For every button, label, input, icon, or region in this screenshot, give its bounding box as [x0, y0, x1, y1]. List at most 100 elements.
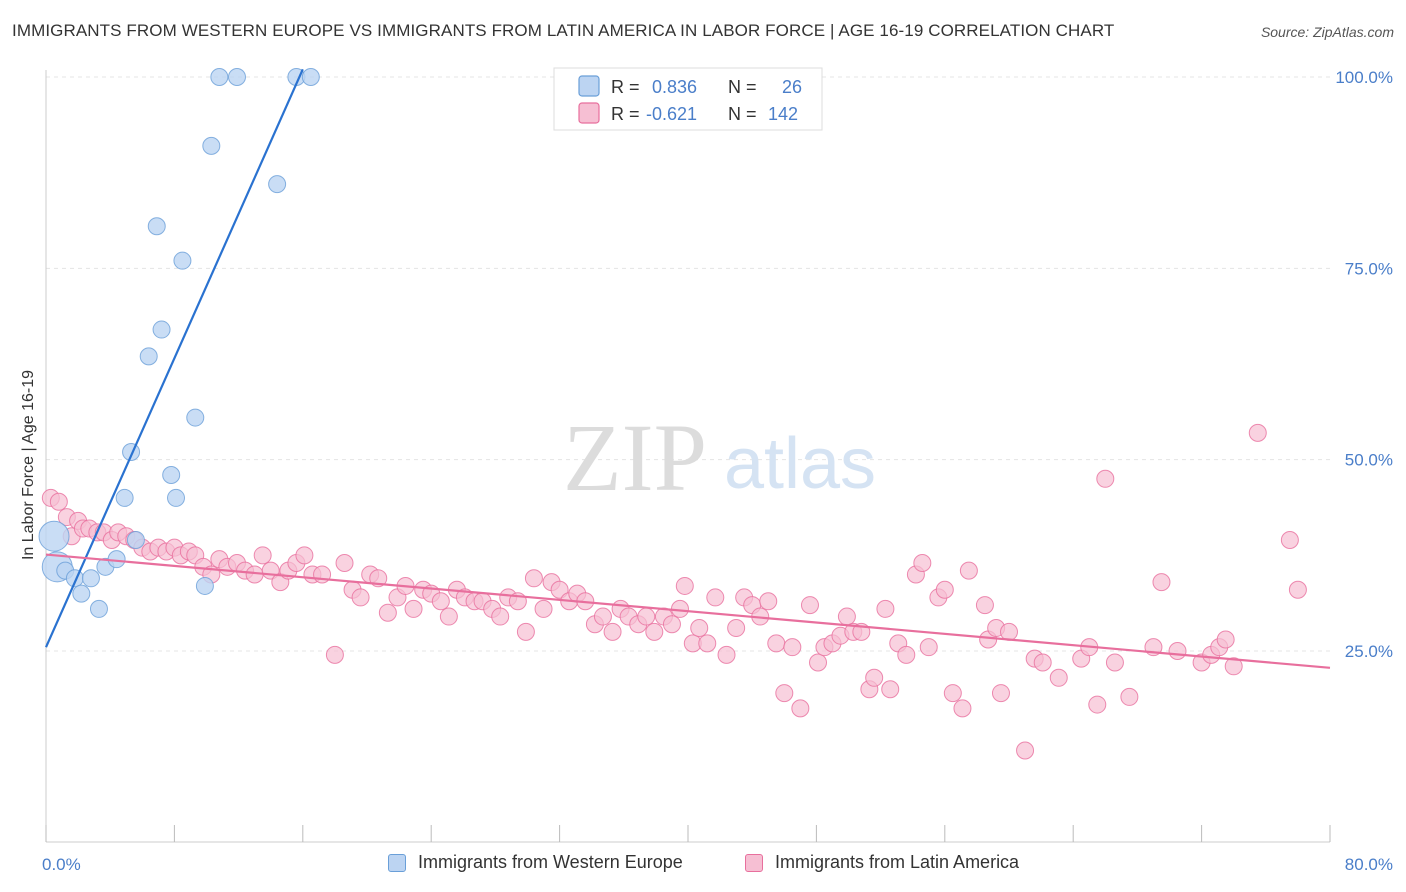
latin-america-point-91: [791, 699, 810, 718]
legend-swatch-pink: [578, 102, 600, 124]
latin-america-point-92: [800, 596, 819, 615]
latin-america-point-126: [1096, 469, 1115, 488]
latin-america-point-88: [767, 634, 786, 653]
latin-america-point-77: [675, 576, 694, 595]
western-europe-label: Immigrants from Western Europe: [418, 852, 683, 872]
legend-r-label-2: R =: [611, 104, 640, 124]
latin-america-point-73: [645, 622, 664, 641]
latin-america-point-59: [524, 569, 543, 588]
latin-america-trend-line: [45, 553, 1331, 669]
legend-n-value-2: 142: [768, 104, 798, 124]
legend-n-label-1: N =: [728, 77, 757, 97]
latin-america-point-121: [1033, 653, 1052, 672]
latin-america-point-55: [491, 607, 510, 626]
bottom-legend: Immigrants from Western Europe Immigrant…: [0, 852, 1406, 878]
latin-america-point-113: [959, 561, 978, 580]
legend-r-value-1: 0.836: [652, 77, 697, 97]
latin-america-point-118: [1000, 622, 1018, 641]
trend-lines: [44, 68, 1331, 669]
latin-america-point-45: [404, 599, 423, 618]
axes: [45, 70, 1331, 843]
series-latin-america: [41, 423, 1307, 760]
latin-america-point-1: [49, 492, 68, 511]
y-tick-label-3: 100.0%: [1335, 68, 1393, 87]
latin-america-point-97: [837, 607, 856, 626]
legend-n-value-1: 26: [782, 77, 802, 97]
tick-labels: 25.0% 50.0% 75.0% 100.0% 0.0% 80.0%: [42, 68, 1393, 874]
latin-america-point-79: [690, 619, 709, 638]
legend-swatch-blue: [578, 75, 600, 97]
latin-america-point-93: [809, 653, 828, 672]
latin-america-point-117: [991, 684, 1010, 703]
latin-america-point-103: [881, 680, 900, 699]
legend-r-label-1: R =: [611, 77, 640, 97]
latin-america-point-138: [1280, 531, 1299, 550]
latin-america-point-105: [897, 645, 916, 664]
latin-america-point-119: [1016, 741, 1035, 760]
chart-title: IMMIGRANTS FROM WESTERN EUROPE VS IMMIGR…: [12, 21, 1115, 40]
y-tick-label-2: 75.0%: [1345, 259, 1393, 278]
watermark-zip: ZIP: [563, 404, 707, 511]
latin-america-point-136: [1224, 657, 1243, 676]
western-europe-point-25: [301, 68, 320, 86]
western-europe-point-23: [268, 175, 287, 194]
latin-america-point-130: [1152, 573, 1171, 592]
latin-america-point-33: [295, 546, 314, 565]
latin-america-point-72: [637, 607, 656, 626]
latin-america-point-137: [1248, 423, 1267, 442]
latin-america-point-110: [935, 580, 954, 599]
bottom-legend-item-latin-america: Immigrants from Latin America: [745, 852, 1019, 873]
latin-america-point-127: [1105, 653, 1124, 672]
western-europe-point-6: [89, 599, 108, 618]
western-europe-point-21: [210, 68, 229, 86]
latin-america-point-128: [1120, 687, 1139, 706]
x-tick-label-0: 0.0%: [42, 855, 81, 874]
latin-america-point-81: [706, 588, 725, 607]
x-tick-label-1: 80.0%: [1345, 855, 1393, 874]
western-europe-point-13: [147, 217, 166, 236]
source-credit: Source: ZipAtlas.com: [1260, 24, 1394, 40]
western-europe-point-4: [72, 584, 91, 603]
latin-america-point-135: [1216, 630, 1235, 649]
western-europe-point-22: [227, 68, 246, 86]
latin-america-point-48: [431, 592, 450, 611]
watermark-atlas: atlas: [724, 424, 876, 504]
latin-america-point-67: [593, 607, 612, 626]
latin-america-point-89: [775, 684, 794, 703]
latin-america-point-75: [662, 615, 681, 634]
western-europe-point-8: [107, 550, 126, 569]
latin-america-point-139: [1288, 580, 1307, 599]
latin-america-label: Immigrants from Latin America: [775, 852, 1020, 872]
latin-america-point-28: [253, 546, 272, 565]
latin-america-swatch: [745, 853, 763, 872]
y-tick-label-1: 50.0%: [1345, 451, 1393, 470]
latin-america-point-60: [534, 599, 553, 618]
legend-r-value-2: -0.621: [646, 104, 697, 124]
latin-america-point-122: [1049, 668, 1068, 687]
western-europe-point-12: [139, 347, 158, 366]
latin-america-point-102: [876, 599, 895, 618]
latin-america-point-83: [727, 619, 746, 638]
western-europe-point-0: [38, 520, 70, 552]
latin-america-point-111: [943, 684, 962, 703]
legend: R = 0.836 N = 26 R = -0.621 N = 142: [553, 67, 823, 131]
western-europe-point-19: [195, 576, 214, 595]
legend-n-label-2: N =: [728, 104, 757, 124]
western-europe-point-16: [167, 488, 186, 507]
latin-america-point-49: [439, 607, 458, 626]
latin-america-point-39: [351, 588, 370, 607]
latin-america-point-131: [1168, 642, 1187, 660]
latin-america-point-107: [913, 553, 932, 572]
latin-america-point-114: [975, 596, 994, 615]
western-europe-point-15: [162, 465, 181, 484]
western-europe-point-9: [115, 488, 134, 507]
western-europe-point-14: [152, 320, 171, 339]
western-europe-point-17: [173, 251, 192, 270]
western-europe-point-5: [81, 569, 100, 588]
latin-america-point-112: [953, 699, 972, 718]
latin-america-point-108: [919, 638, 938, 657]
western-europe-point-18: [186, 408, 205, 427]
series-western-europe: [38, 68, 320, 618]
western-europe-trend-line: [44, 68, 304, 648]
